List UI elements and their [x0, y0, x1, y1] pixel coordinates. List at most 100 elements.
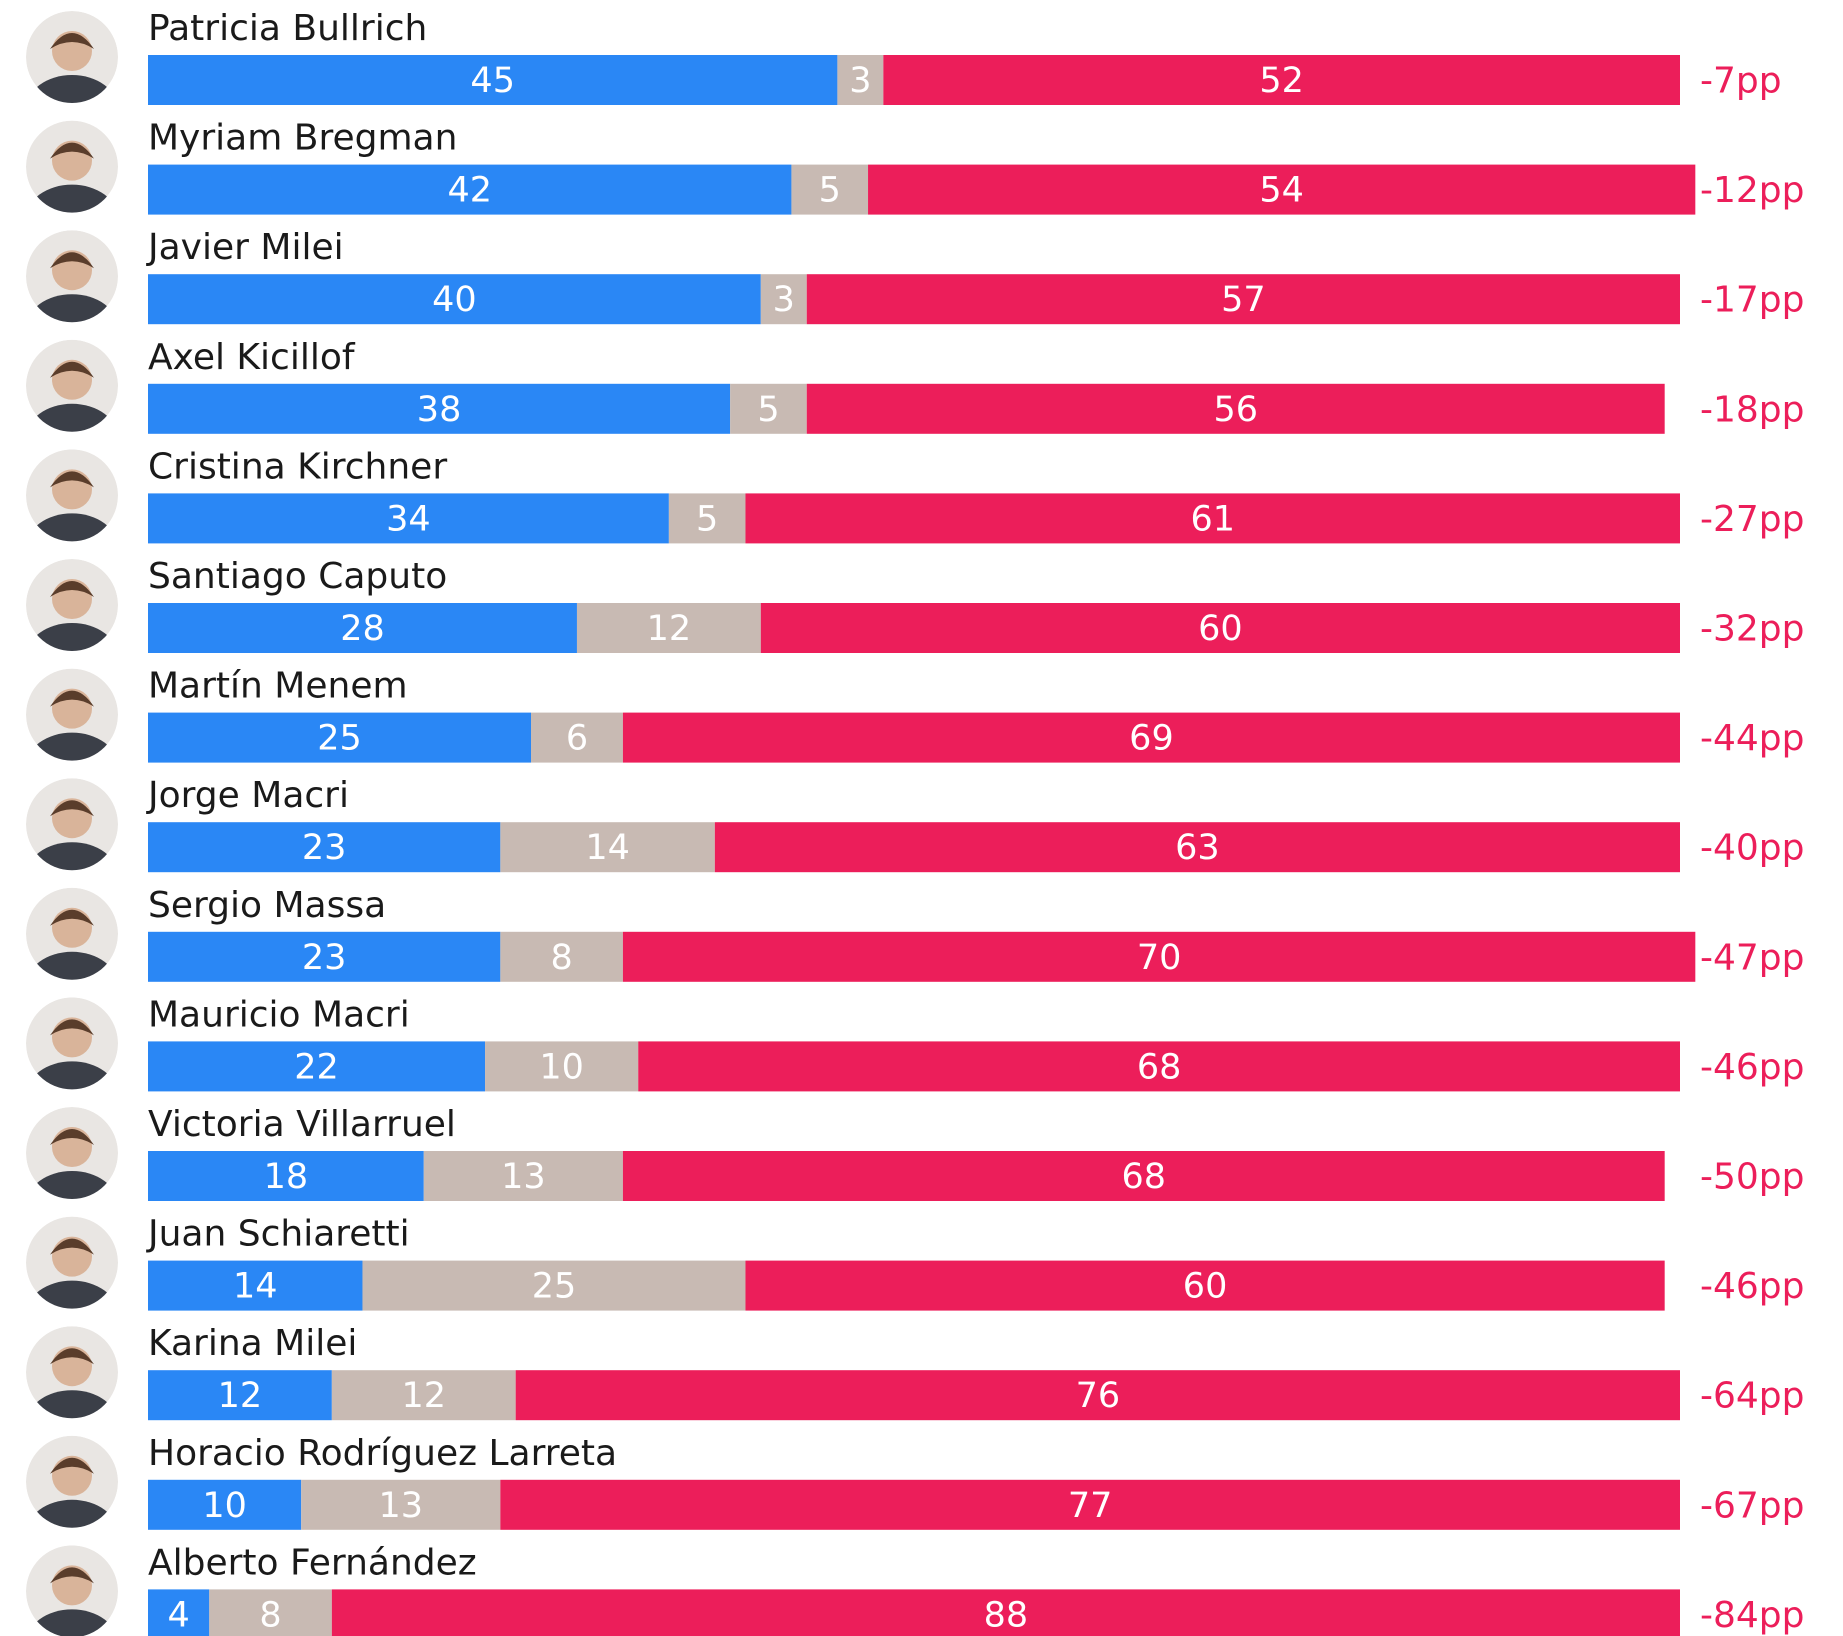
bar-segment-positive: [148, 931, 501, 982]
bar-segment-positive: [148, 1370, 332, 1421]
bar-label-negative: 60: [1183, 1267, 1228, 1307]
net-score-label: -64pp: [1700, 1376, 1805, 1417]
net-score-label: -7pp: [1700, 61, 1782, 102]
net-score-label: -17pp: [1700, 280, 1805, 321]
candidate-avatar: [26, 1107, 118, 1199]
candidate-avatar: [26, 778, 118, 871]
bar-label-positive: 28: [340, 609, 385, 649]
bar-label-neutral: 3: [849, 61, 871, 101]
net-score-label: -40pp: [1700, 828, 1805, 869]
net-score-label: -44pp: [1700, 718, 1805, 759]
bar-segment-positive: [148, 712, 531, 763]
bar-label-neutral: 13: [379, 1486, 424, 1526]
bar-segment-neutral: [837, 55, 884, 105]
bar-segment-negative: [622, 1151, 1665, 1201]
candidate-row: Horacio Rodríguez Larreta 10 13 77 -67pp: [26, 1433, 1805, 1530]
candidate-avatar: [26, 997, 118, 1090]
bar-label-neutral: 8: [550, 938, 572, 978]
candidate-name: Javier Milei: [146, 227, 344, 268]
bar-segment-positive: [148, 274, 761, 325]
bar-label-negative: 69: [1129, 719, 1174, 759]
bar-segment-negative: [868, 164, 1696, 215]
candidate-name: Sergio Massa: [148, 885, 386, 926]
bar-label-negative: 52: [1259, 61, 1304, 101]
candidate-avatar: [26, 668, 118, 761]
bar-segment-neutral: [331, 1370, 516, 1421]
bar-label-negative: 60: [1198, 609, 1243, 649]
candidate-name: Martín Menem: [148, 666, 408, 707]
candidate-avatar: [26, 120, 118, 213]
candidate-row: Mauricio Macri 22 10 68 -46pp: [26, 994, 1805, 1092]
candidate-row: Jorge Macri 23 14 63 -40pp: [26, 775, 1805, 873]
bar-segment-negative: [515, 1370, 1681, 1421]
bar-label-negative: 54: [1259, 171, 1304, 211]
candidate-name: Karina Milei: [148, 1323, 357, 1364]
bar-segment-negative: [745, 1260, 1665, 1311]
candidate-row: Javier Milei 40 3 57 -17pp: [26, 227, 1805, 325]
bar-segment-positive: [148, 603, 577, 653]
bar-label-neutral: 8: [259, 1595, 281, 1635]
net-score-label: -50pp: [1700, 1157, 1805, 1198]
candidate-name: Horacio Rodríguez Larreta: [148, 1433, 617, 1474]
bar-segment-negative: [714, 822, 1680, 873]
bar-segment-positive: [148, 1589, 210, 1636]
bar-segment-negative: [622, 712, 1681, 763]
bar-label-negative: 70: [1137, 938, 1182, 978]
bar-segment-positive: [148, 1041, 486, 1092]
bar-label-neutral: 5: [696, 499, 718, 539]
net-score-label: -12pp: [1700, 170, 1805, 211]
bar-segment-positive: [148, 383, 731, 434]
bar-segment-positive: [148, 493, 669, 544]
bar-segment-neutral: [485, 1041, 639, 1092]
bar-label-positive: 45: [470, 61, 515, 101]
candidate-row: Sergio Massa 23 8 70 -47pp: [26, 885, 1805, 982]
candidate-avatar: [26, 1435, 118, 1528]
bar-segment-neutral: [500, 931, 623, 982]
net-score-label: -47pp: [1700, 937, 1805, 978]
bar-label-negative: 68: [1122, 1157, 1167, 1197]
bar-label-positive: 14: [233, 1267, 278, 1307]
bar-segment-positive: [148, 1260, 363, 1311]
bar-label-positive: 12: [218, 1376, 263, 1416]
candidate-avatar: [26, 559, 118, 651]
bar-label-positive: 38: [417, 390, 462, 430]
candidate-avatar: [26, 1216, 118, 1309]
candidate-avatar: [26, 887, 118, 980]
candidate-row: Santiago Caputo 28 12 60 -32pp: [26, 556, 1805, 653]
bar-segment-neutral: [500, 822, 715, 873]
candidate-row: Martín Menem 25 6 69 -44pp: [26, 666, 1805, 763]
bar-label-negative: 88: [984, 1595, 1029, 1635]
bar-label-negative: 56: [1213, 390, 1258, 430]
net-score-label: -46pp: [1700, 1047, 1805, 1088]
bar-label-positive: 4: [167, 1595, 189, 1635]
candidate-name: Cristina Kirchner: [148, 446, 447, 487]
bar-label-neutral: 12: [401, 1376, 446, 1416]
bar-label-neutral: 12: [647, 609, 692, 649]
bar-segment-neutral: [730, 383, 807, 434]
bar-label-neutral: 5: [757, 390, 779, 430]
candidate-row: Karina Milei 12 12 76 -64pp: [26, 1323, 1805, 1421]
candidate-name: Myriam Bregman: [148, 118, 457, 159]
bar-label-positive: 42: [447, 171, 492, 211]
bar-segment-positive: [148, 164, 792, 215]
candidate-name: Patricia Bullrich: [148, 8, 427, 49]
bar-label-positive: 23: [302, 938, 347, 978]
candidate-avatar: [26, 449, 118, 542]
candidate-avatar: [26, 11, 118, 103]
bar-segment-negative: [622, 931, 1696, 982]
bar-segment-neutral: [301, 1479, 501, 1530]
bar-segment-neutral: [362, 1260, 746, 1311]
bar-segment-neutral: [760, 274, 807, 325]
bar-label-positive: 10: [202, 1486, 247, 1526]
net-score-label: -27pp: [1700, 499, 1805, 540]
bar-segment-positive: [148, 822, 501, 873]
bar-segment-positive: [148, 1151, 424, 1201]
bar-segment-negative: [883, 55, 1680, 105]
candidate-row: Patricia Bullrich 45 3 52 -7pp: [26, 8, 1782, 105]
bar-label-neutral: 14: [585, 828, 630, 868]
bar-label-positive: 23: [302, 828, 347, 868]
bar-segment-positive: [148, 55, 838, 105]
bar-segment-negative: [806, 383, 1665, 434]
candidate-avatar: [26, 230, 118, 323]
